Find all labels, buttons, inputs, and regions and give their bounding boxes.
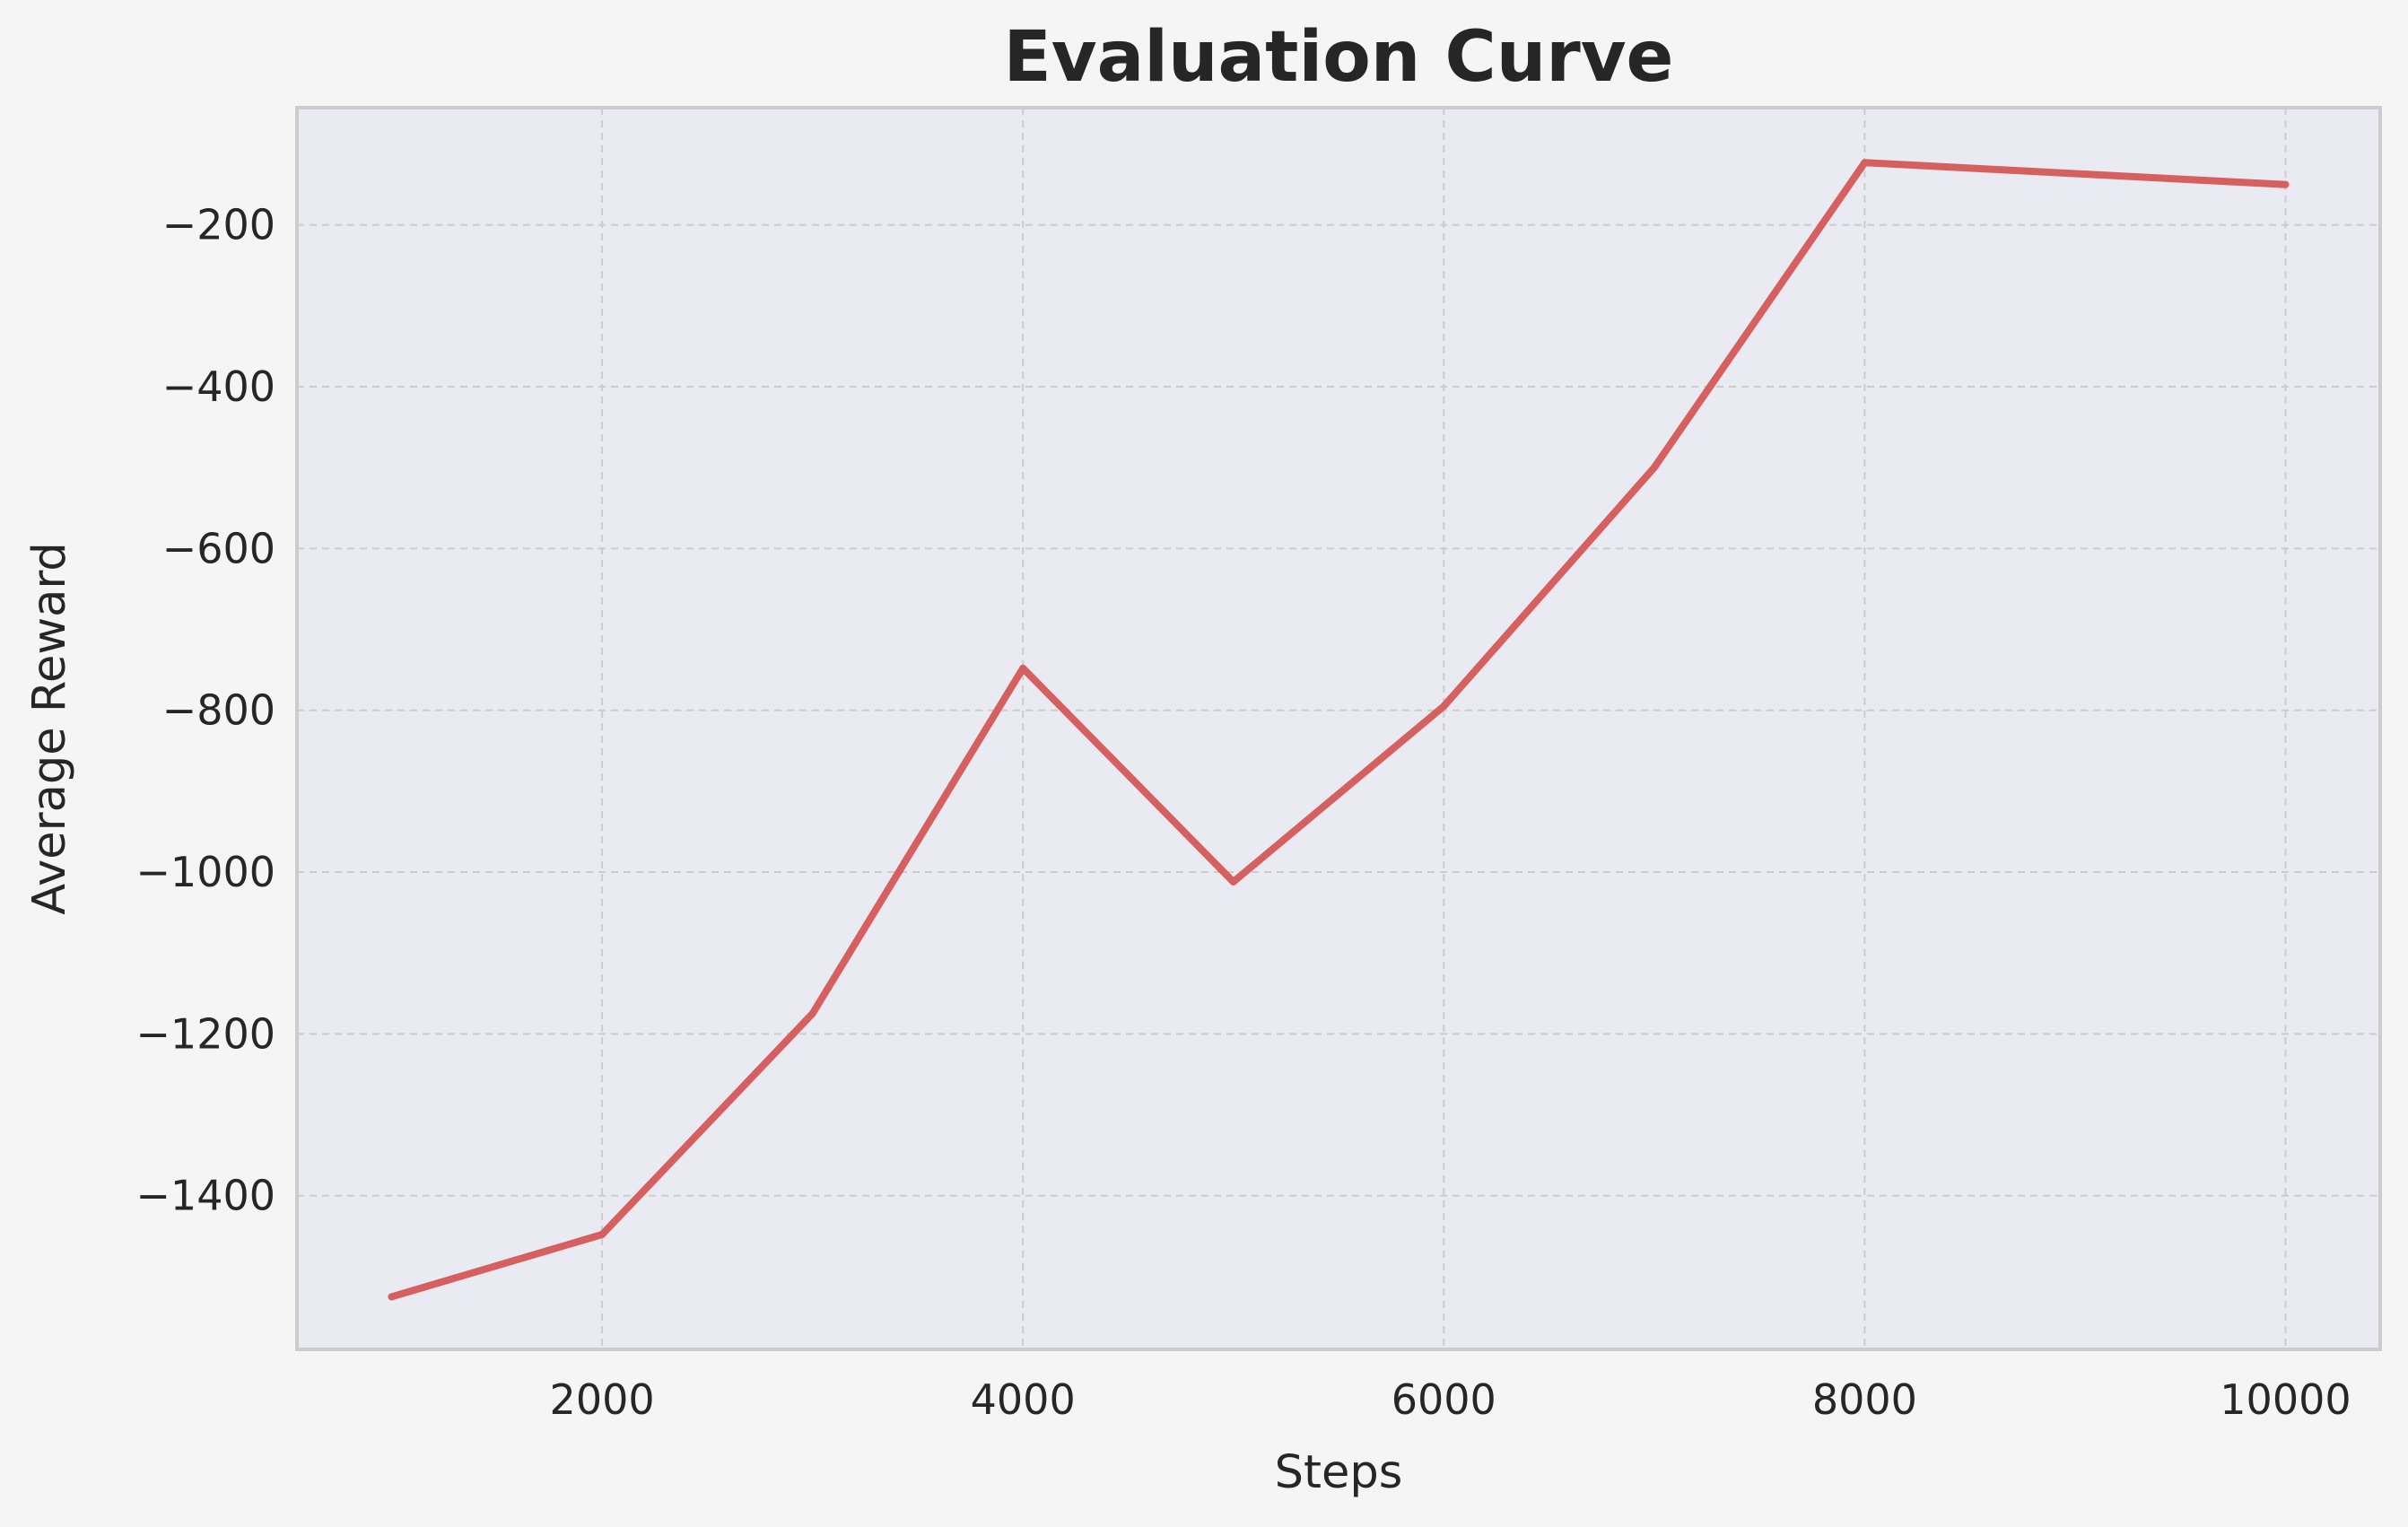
x-tick-label: 2000	[550, 1375, 655, 1424]
x-tick-label: 4000	[971, 1375, 1076, 1424]
grid	[297, 108, 2380, 1349]
data-point	[598, 1230, 606, 1238]
y-axis-label: Average Reward	[23, 542, 76, 915]
plot-area	[295, 106, 2382, 1351]
y-tick-label: −600	[162, 524, 275, 572]
data-point	[808, 1009, 816, 1017]
y-tick-label: −800	[162, 686, 275, 735]
data-point	[388, 1293, 396, 1301]
data-point	[1019, 664, 1027, 672]
x-axis-label: Steps	[1275, 1446, 1403, 1499]
chart-title: Evaluation Curve	[1004, 17, 1674, 98]
y-tick-label: −400	[162, 362, 275, 411]
data-point	[1229, 877, 1237, 886]
y-tick-label: −200	[162, 201, 275, 249]
series-layer	[388, 159, 2290, 1301]
data-point	[1861, 159, 1869, 167]
y-tick-label: −1400	[135, 1172, 275, 1220]
x-tick-label: 8000	[1812, 1375, 1917, 1424]
y-tick-label: −1000	[135, 848, 275, 896]
x-tick-label: 6000	[1392, 1375, 1496, 1424]
data-point	[1650, 464, 1658, 472]
data-point	[2281, 180, 2290, 188]
x-tick-label: 10000	[2220, 1375, 2351, 1424]
y-tick-label: −1200	[135, 1009, 275, 1058]
x-axis-ticks: 2000 4000 6000 8000 10000	[550, 1375, 2351, 1424]
data-point	[1440, 702, 1448, 711]
y-axis-ticks: −200 −400 −600 −800 −1000 −1200 −1400	[135, 201, 275, 1220]
